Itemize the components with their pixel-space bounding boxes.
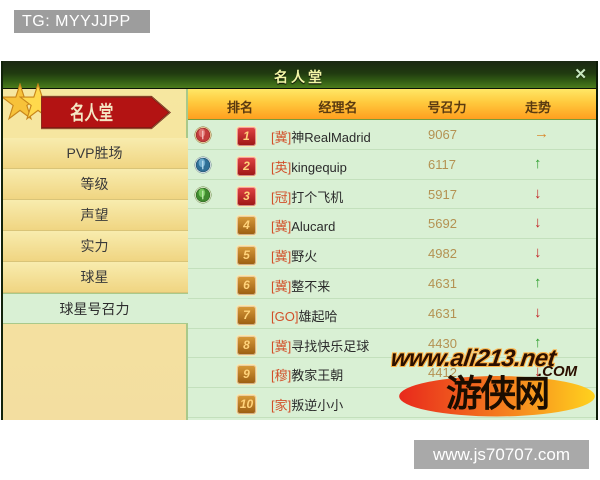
svg-text:名人堂: 名人堂 <box>70 101 113 124</box>
svg-text:游侠网: 游侠网 <box>446 373 548 414</box>
